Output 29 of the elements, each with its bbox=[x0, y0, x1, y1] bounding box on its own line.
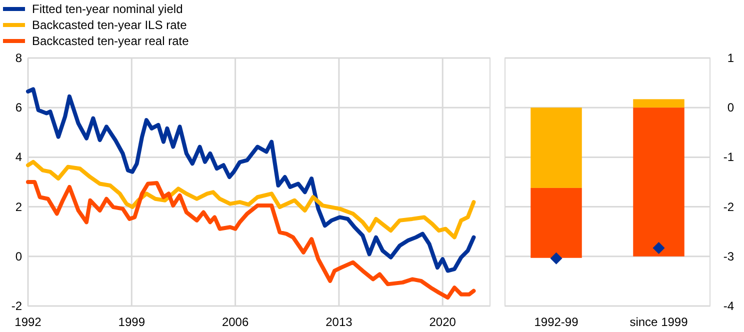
x-tick-label: 2013 bbox=[326, 315, 353, 329]
y-tick-label: 0 bbox=[15, 249, 22, 264]
bar bbox=[530, 188, 582, 258]
legend-label: Fitted ten-year nominal yield bbox=[32, 2, 183, 16]
x-tick-label: since 1999 bbox=[630, 315, 688, 329]
y-tick-label: 4 bbox=[15, 150, 22, 164]
y-tick-label: 6 bbox=[15, 100, 22, 115]
bar bbox=[633, 99, 684, 108]
y-tick-label: -2 bbox=[11, 299, 22, 313]
x-tick-label: 2006 bbox=[222, 315, 249, 329]
y-tick-label: 8 bbox=[15, 51, 22, 65]
x-tick-label: 1992 bbox=[14, 315, 42, 329]
line-series bbox=[26, 87, 476, 273]
y-tick-label: 1 bbox=[727, 51, 734, 65]
y-tick-label: -1 bbox=[723, 150, 734, 164]
x-tick-label: 2020 bbox=[429, 315, 456, 329]
y-tick-label: 0 bbox=[727, 100, 734, 115]
y-tick-label: -4 bbox=[723, 299, 734, 313]
line-series bbox=[26, 160, 476, 240]
legend-label: Backcasted ten-year real rate bbox=[32, 34, 190, 48]
x-tick-label: 1992-99 bbox=[534, 315, 579, 329]
y-tick-label: 2 bbox=[15, 200, 22, 214]
bar bbox=[530, 108, 582, 188]
x-tick-label: 1999 bbox=[118, 315, 146, 329]
y-tick-label: -2 bbox=[723, 200, 734, 214]
bar bbox=[633, 108, 684, 256]
legend-label: Backcasted ten-year ILS rate bbox=[32, 18, 188, 32]
y-tick-label: -3 bbox=[723, 249, 734, 264]
line-series bbox=[26, 180, 476, 300]
